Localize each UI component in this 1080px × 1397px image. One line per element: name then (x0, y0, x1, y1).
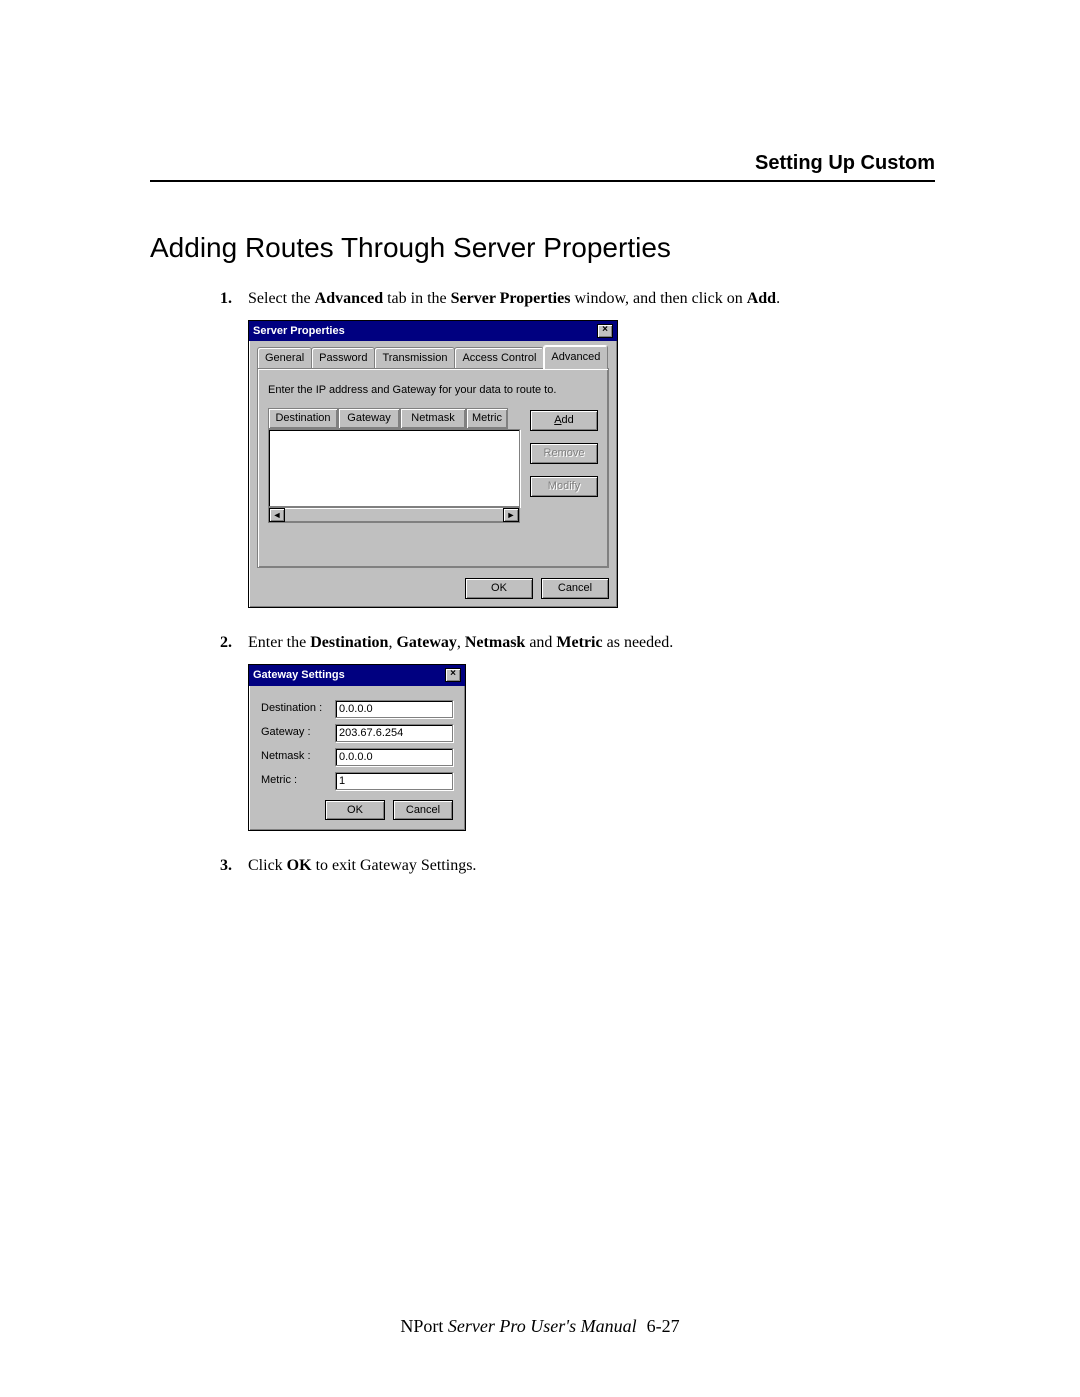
ok-button[interactable]: OK (465, 578, 533, 599)
page-footer: NPort Server Pro User's Manual 6-27 (0, 1316, 1080, 1337)
footer-prefix: NPort (400, 1316, 448, 1336)
tab-access-control[interactable]: Access Control (454, 347, 544, 369)
tab-advanced[interactable]: Advanced (543, 345, 608, 369)
dlg1-titlebar[interactable]: Server Properties × (249, 321, 617, 342)
header-section: Setting Up Custom (755, 152, 935, 175)
step-2: Enter the Destination, Gateway, Netmask … (220, 632, 935, 831)
tab-general[interactable]: General (257, 347, 312, 369)
dlg1-title: Server Properties (253, 324, 345, 339)
metric-label: Metric : (261, 773, 329, 788)
gateway-label: Gateway : (261, 725, 329, 740)
route-list-header: Destination Gateway Netmask Metric (268, 408, 520, 429)
h-scrollbar[interactable]: ◄ ► (268, 507, 520, 523)
col-netmask[interactable]: Netmask (400, 408, 466, 429)
scroll-right-icon[interactable]: ► (503, 508, 519, 522)
step2-text: Enter the Destination, Gateway, Netmask … (248, 634, 673, 651)
dlg2-title: Gateway Settings (253, 668, 345, 683)
add-button[interactable]: Add (530, 410, 598, 431)
header-rule (150, 180, 935, 182)
tab-password[interactable]: Password (311, 347, 375, 369)
ok-button[interactable]: OK (325, 800, 385, 821)
footer-page-number: 6-27 (647, 1316, 680, 1336)
dlg1-tabpanel: Enter the IP address and Gateway for you… (257, 368, 609, 568)
step1-text: Select the Advanced tab in the Server Pr… (248, 290, 780, 307)
gateway-input[interactable]: 203.67.6.254 (335, 724, 453, 742)
netmask-input[interactable]: 0.0.0.0 (335, 748, 453, 766)
netmask-label: Netmask : (261, 749, 329, 764)
destination-input[interactable]: 0.0.0.0 (335, 700, 453, 718)
step-3: Click OK to exit Gateway Settings. (220, 855, 935, 877)
cancel-button[interactable]: Cancel (393, 800, 453, 821)
col-metric[interactable]: Metric (466, 408, 508, 429)
col-destination[interactable]: Destination (268, 408, 338, 429)
scroll-left-icon[interactable]: ◄ (269, 508, 285, 522)
close-icon[interactable]: × (445, 668, 461, 682)
step-1: Select the Advanced tab in the Server Pr… (220, 288, 935, 608)
section-title: Adding Routes Through Server Properties (150, 232, 935, 264)
destination-label: Destination : (261, 701, 329, 716)
server-properties-dialog: Server Properties × General Password Tra… (248, 320, 618, 609)
dlg2-titlebar[interactable]: Gateway Settings × (249, 665, 465, 686)
metric-input[interactable]: 1 (335, 772, 453, 790)
modify-button[interactable]: Modify (530, 476, 598, 497)
col-gateway[interactable]: Gateway (338, 408, 400, 429)
tab-transmission[interactable]: Transmission (374, 347, 455, 369)
gateway-settings-dialog: Gateway Settings × Destination : 0.0.0.0… (248, 664, 466, 832)
footer-manual-title: Server Pro User's Manual (448, 1316, 637, 1336)
remove-button[interactable]: Remove (530, 443, 598, 464)
route-list[interactable] (268, 429, 520, 507)
close-icon[interactable]: × (597, 324, 613, 338)
dlg1-instruction: Enter the IP address and Gateway for you… (268, 383, 598, 398)
cancel-button[interactable]: Cancel (541, 578, 609, 599)
dlg1-tabs: General Password Transmission Access Con… (257, 347, 609, 369)
step3-text: Click OK to exit Gateway Settings. (248, 857, 476, 874)
